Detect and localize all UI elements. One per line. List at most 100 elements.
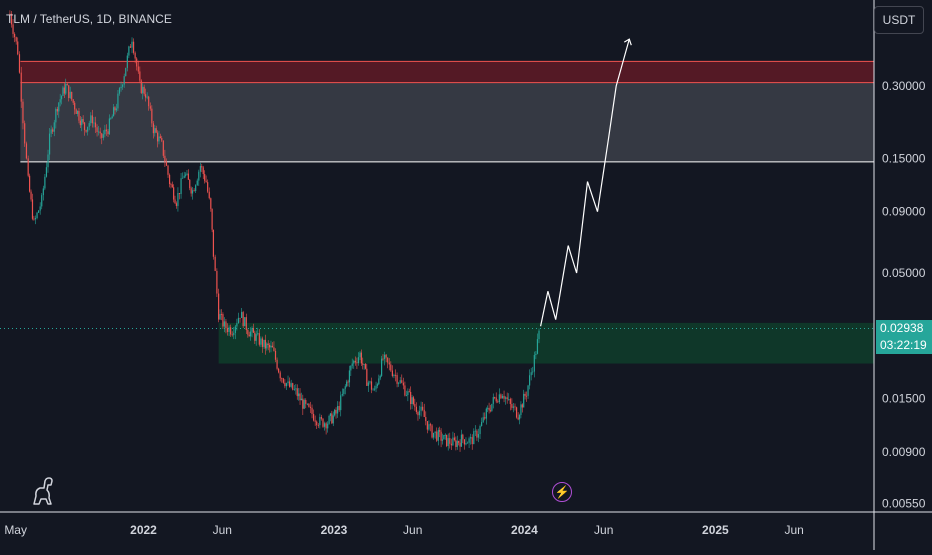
- candle-body: [252, 328, 255, 333]
- candle-body: [535, 353, 537, 356]
- candle-body: [482, 417, 484, 423]
- candle-body: [76, 110, 79, 114]
- candle-body: [53, 122, 55, 132]
- candle-body: [336, 406, 339, 414]
- candle-body: [74, 102, 76, 110]
- candle-body: [335, 409, 337, 414]
- candle-body: [136, 58, 138, 67]
- candle-body: [317, 425, 319, 426]
- candle-body: [276, 359, 278, 369]
- candle-body: [239, 317, 241, 319]
- candle-body: [360, 352, 362, 364]
- candle-body: [378, 378, 380, 385]
- resistance-zone: [20, 61, 874, 83]
- x-tick-label: May: [4, 523, 27, 537]
- candle-body: [415, 406, 417, 413]
- candle-body: [146, 96, 148, 98]
- candle-body: [72, 99, 74, 103]
- currency-button[interactable]: USDT: [874, 6, 924, 34]
- candle-body: [512, 406, 515, 408]
- candle-body: [101, 133, 103, 138]
- candle-body: [295, 388, 297, 390]
- candle-body: [196, 180, 198, 186]
- candle-body: [102, 134, 104, 138]
- candle-body: [323, 423, 326, 427]
- candle-body: [214, 256, 216, 271]
- candle-body: [10, 13, 13, 25]
- candle-body: [231, 334, 233, 336]
- candle-body: [274, 350, 277, 360]
- candle-body: [38, 210, 40, 213]
- candle-body: [115, 108, 117, 111]
- candle-body: [248, 334, 250, 337]
- candle-body: [425, 416, 427, 422]
- candle-body: [332, 415, 334, 424]
- candle-body: [379, 375, 381, 379]
- candle-body: [282, 378, 284, 383]
- candle-body: [131, 41, 133, 48]
- candle-body: [87, 126, 89, 132]
- candle-body: [137, 66, 139, 72]
- lightning-icon[interactable]: ⚡: [552, 482, 572, 502]
- candle-body: [139, 71, 141, 81]
- candle-body: [45, 167, 48, 177]
- candle-body: [514, 406, 516, 408]
- candle-body: [237, 317, 240, 324]
- candle-body: [71, 91, 73, 100]
- candle-body: [404, 385, 406, 396]
- candle-body: [96, 127, 98, 133]
- candle-body: [205, 180, 207, 183]
- candle-body: [362, 363, 364, 365]
- candle-body: [273, 347, 275, 351]
- candle-body: [226, 328, 229, 332]
- candle-body: [233, 332, 235, 336]
- candle-body: [396, 375, 398, 384]
- candle-body: [391, 370, 393, 376]
- x-tick-label: Jun: [594, 523, 613, 537]
- candle-body: [488, 407, 490, 411]
- candle-body: [268, 344, 271, 348]
- dinosaur-icon[interactable]: [30, 476, 56, 506]
- candle-body: [536, 339, 539, 354]
- candle-body: [387, 357, 389, 363]
- candle-body: [428, 424, 430, 430]
- candle-body: [93, 122, 95, 124]
- candle-body: [350, 365, 352, 371]
- candle-body: [441, 439, 444, 441]
- candle-body: [218, 293, 220, 320]
- candle-body: [279, 372, 281, 379]
- candle-body: [158, 136, 160, 142]
- candle-body: [390, 364, 392, 371]
- candle-body: [184, 174, 187, 176]
- candle-body: [300, 398, 303, 401]
- candle-body: [508, 399, 510, 400]
- candle-body: [405, 395, 408, 396]
- candle-body: [314, 420, 316, 422]
- y-tick-label: 0.05000: [882, 266, 926, 280]
- candle-body: [465, 443, 467, 445]
- candle-body: [186, 173, 188, 175]
- candle-body: [412, 397, 415, 405]
- candle-body: [479, 425, 481, 435]
- candle-body: [497, 401, 499, 403]
- candle-body: [27, 158, 29, 176]
- candle-body: [485, 408, 487, 419]
- candle-body: [376, 384, 379, 386]
- candle-body: [533, 355, 535, 372]
- candle-body: [305, 399, 307, 404]
- candle-body: [374, 388, 376, 390]
- candle-body: [347, 381, 349, 383]
- candle-body: [338, 406, 340, 411]
- candle-body: [500, 394, 502, 399]
- candle-body: [302, 398, 304, 409]
- candle-body: [56, 108, 58, 112]
- candle-body: [201, 166, 203, 168]
- candle-body: [443, 435, 445, 440]
- candle-body: [52, 129, 54, 132]
- candle-body: [453, 437, 456, 441]
- candle-body: [117, 93, 119, 109]
- candle-body: [22, 101, 24, 124]
- candle-body: [284, 382, 286, 387]
